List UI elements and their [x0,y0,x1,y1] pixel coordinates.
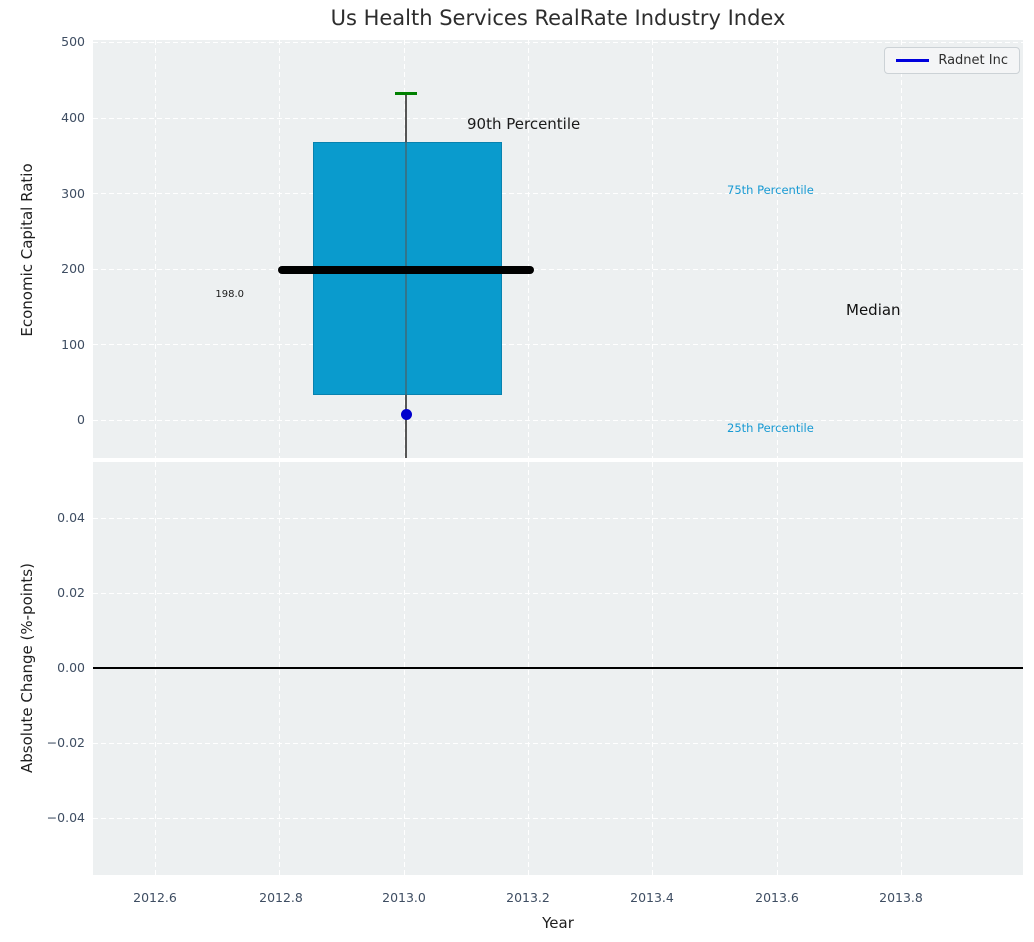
xtick-2013.8: 2013.8 [879,890,923,905]
ylabel-absolute-change: Absolute Change (%-points) [18,563,36,773]
annotation-median: Median [846,301,901,319]
ytick--0.02: −0.02 [46,735,85,750]
ytick--0.04: −0.04 [46,810,85,825]
gridline-h-0 [93,420,1023,422]
radnet-inc-data-point [400,408,412,420]
gridline-h-200 [93,269,1023,271]
axes-absolute-change [93,462,1023,875]
xtick-2013.6: 2013.6 [755,890,799,905]
legend-label: Radnet Inc [938,53,1008,68]
gridline-h-0.00 [93,668,1023,670]
ytick-500: 500 [61,34,85,49]
gridline-v-2013.6 [777,40,779,458]
ylabel-economic-capital-ratio: Economic Capital Ratio [18,163,36,337]
gridline-h-0.02 [93,593,1023,595]
xtick-2012.6: 2012.6 [133,890,177,905]
ytick-0.00: 0.00 [57,660,85,675]
gridline-h-300 [93,193,1023,195]
gridline-h-400 [93,118,1023,120]
annotation-median-value: 198.0 [215,289,244,300]
gridline-h--0.04 [93,818,1023,820]
gridline-v-2013.2 [528,40,530,458]
xlabel-year: Year [542,914,574,932]
legend-line-icon [896,59,930,62]
annotation-90th-percentile: 90th Percentile [467,115,581,133]
gridline-h-100 [93,344,1023,346]
xtick-2013.2: 2013.2 [506,890,550,905]
gridline-v-2012.8 [279,40,281,458]
ytick-300: 300 [61,186,85,201]
chart-title: Us Health Services RealRate Industry Ind… [330,6,786,30]
xtick-2013.4: 2013.4 [630,890,674,905]
gridline-v-2013.4 [652,40,654,458]
ytick-0: 0 [77,412,85,427]
ytick-0.02: 0.02 [57,585,85,600]
ytick-100: 100 [61,337,85,352]
legend: Radnet Inc [884,47,1020,74]
ytick-400: 400 [61,110,85,125]
gridline-h-0.04 [93,518,1023,520]
zero-change-line [93,667,1023,669]
gridline-v-2013.8 [901,40,903,458]
boxplot-cap-90th-percentile [395,91,417,95]
xtick-2012.8: 2012.8 [259,890,303,905]
annotation-25th-percentile: 25th Percentile [727,421,814,435]
ytick-200: 200 [61,261,85,276]
gridline-h-500 [93,42,1023,44]
gridline-h--0.02 [93,743,1023,745]
ytick-0.04: 0.04 [57,510,85,525]
boxplot-median-line [278,266,534,274]
axes-economic-capital-ratio: 90th Percentile 75th Percentile Median 2… [93,40,1023,458]
xtick-2013.0: 2013.0 [382,890,426,905]
annotation-75th-percentile: 75th Percentile [727,183,814,197]
gridline-v-2012.6 [155,40,157,458]
